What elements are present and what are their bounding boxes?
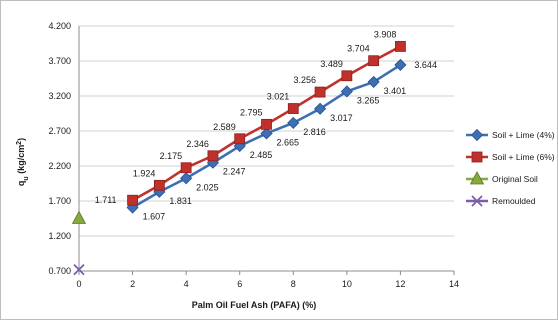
legend-marker	[471, 195, 483, 207]
y-tick-label: 1.200	[48, 231, 71, 241]
series-layer	[71, 41, 407, 276]
data-label: 2.025	[196, 182, 219, 192]
data-point	[341, 70, 353, 82]
data-label: 1.607	[143, 212, 166, 222]
data-label: 3.265	[357, 95, 380, 105]
legend-label: Original Soil	[492, 174, 538, 184]
data-point	[367, 75, 380, 88]
data-label: 3.256	[294, 75, 317, 85]
y-tick-label: 0.700	[48, 266, 71, 276]
x-tick-label: 6	[237, 279, 242, 289]
data-point	[394, 58, 407, 71]
data-point	[71, 210, 87, 224]
series-diamond	[126, 58, 407, 214]
x-tick-label: 0	[76, 279, 81, 289]
x-tick-label: 12	[395, 279, 405, 289]
legend-label: Soil + Lime (4%)	[492, 130, 555, 140]
x-tick-label: 2	[130, 279, 135, 289]
y-tick-label: 3.200	[48, 91, 71, 101]
y-tick-label: 1.700	[48, 196, 71, 206]
y-tick-label: 2.200	[48, 161, 71, 171]
data-label: 2.665	[277, 137, 300, 147]
legend-label: Remoulded	[492, 196, 536, 206]
series-x	[73, 263, 85, 276]
data-label: 3.704	[347, 44, 370, 54]
data-point	[395, 41, 406, 52]
data-label: 2.175	[160, 151, 183, 161]
data-point	[314, 86, 326, 98]
data-label: 2.485	[250, 150, 273, 160]
legend-item: Original Soil	[466, 171, 538, 185]
data-point	[153, 179, 165, 191]
data-label: 2.247	[223, 167, 246, 177]
data-point	[368, 55, 380, 67]
data-point	[287, 116, 300, 129]
data-label: 3.021	[267, 92, 290, 102]
data-label: 1.831	[169, 196, 192, 206]
y-tick-label: 3.700	[48, 56, 71, 66]
data-point	[180, 162, 192, 174]
data-label: 3.401	[384, 86, 407, 96]
legend-label: Soil + Lime (6%)	[492, 152, 555, 162]
series-square	[127, 41, 406, 206]
data-point	[287, 103, 299, 114]
data-point	[261, 118, 272, 130]
legend-item: Soil + Lime (4%)	[466, 128, 555, 142]
data-point	[260, 127, 273, 140]
data-point	[127, 194, 138, 206]
data-point	[207, 150, 219, 162]
data-label: 3.017	[330, 113, 353, 123]
y-tick-label: 4.200	[48, 21, 71, 31]
x-tick-label: 14	[449, 279, 459, 289]
y-axis-title: qu (kg/cm2)	[16, 138, 30, 186]
y-tick-label: 2.700	[48, 126, 71, 136]
data-label: 3.908	[374, 29, 397, 39]
data-label: 1.924	[133, 168, 156, 178]
data-label: 1.711	[95, 195, 117, 205]
legend-item: Remoulded	[466, 195, 536, 207]
legend-marker	[471, 151, 483, 163]
data-point	[180, 172, 193, 185]
legend-item: Soil + Lime (6%)	[466, 151, 555, 163]
x-axis-title: Palm Oil Fuel Ash (PAFA) (%)	[192, 300, 317, 310]
legend: Soil + Lime (4%) Soil + Lime (6%) Original…	[466, 128, 555, 207]
data-label: 3.644	[414, 60, 437, 70]
data-label: 2.795	[240, 107, 263, 117]
series-triangle	[71, 210, 87, 224]
legend-marker	[470, 128, 484, 142]
data-point	[314, 102, 327, 115]
legend-marker	[469, 171, 485, 185]
x-tick-label: 4	[184, 279, 189, 289]
data-label: 2.816	[303, 127, 326, 137]
data-point	[340, 85, 353, 98]
axes: 0.700 1.200 1.700 2.200 2.700 3.200 3.700 4.200…	[48, 21, 459, 289]
data-point	[234, 133, 246, 145]
data-label: 2.346	[186, 139, 209, 149]
x-tick-label: 10	[342, 279, 352, 289]
data-point	[73, 263, 85, 276]
data-label: 3.489	[320, 59, 343, 69]
data-label: 2.589	[213, 122, 236, 132]
x-tick-label: 8	[291, 279, 296, 289]
